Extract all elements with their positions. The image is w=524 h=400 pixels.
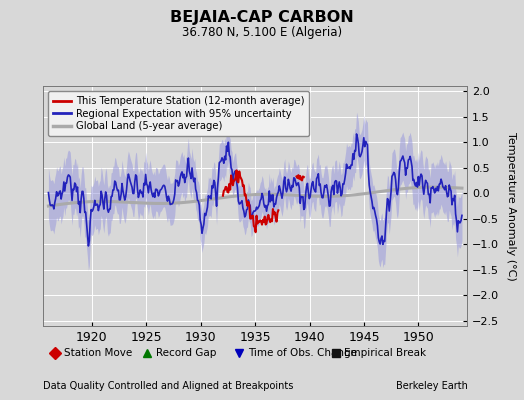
- Text: Empirical Break: Empirical Break: [344, 348, 427, 358]
- Text: Data Quality Controlled and Aligned at Breakpoints: Data Quality Controlled and Aligned at B…: [43, 381, 293, 391]
- Legend: This Temperature Station (12-month average), Regional Expectation with 95% uncer: This Temperature Station (12-month avera…: [48, 91, 310, 136]
- Text: Station Move: Station Move: [64, 348, 132, 358]
- Y-axis label: Temperature Anomaly (°C): Temperature Anomaly (°C): [506, 132, 516, 280]
- Text: Time of Obs. Change: Time of Obs. Change: [248, 348, 357, 358]
- Text: Berkeley Earth: Berkeley Earth: [396, 381, 467, 391]
- Text: 36.780 N, 5.100 E (Algeria): 36.780 N, 5.100 E (Algeria): [182, 26, 342, 39]
- Text: Record Gap: Record Gap: [156, 348, 216, 358]
- Text: BEJAIA-CAP CARBON: BEJAIA-CAP CARBON: [170, 10, 354, 25]
